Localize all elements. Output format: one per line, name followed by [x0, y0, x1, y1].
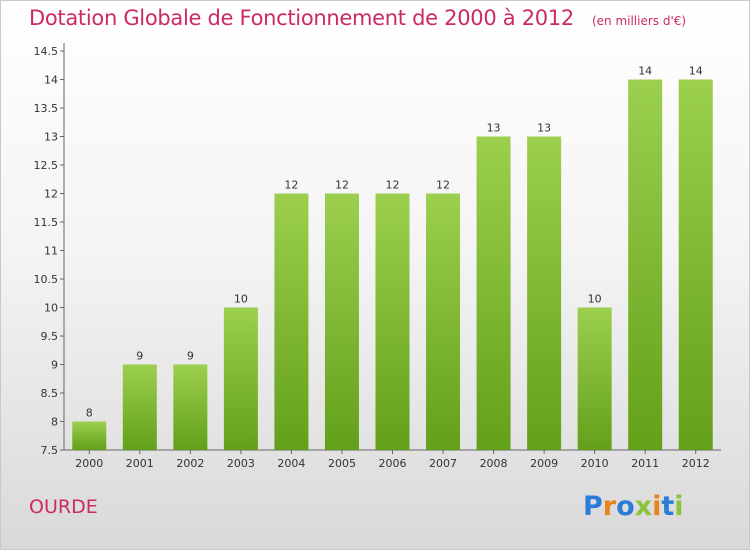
bar-value-label: 10 — [234, 293, 248, 306]
bar — [476, 136, 511, 450]
x-tick-label: 2008 — [480, 457, 508, 470]
bar — [628, 79, 663, 450]
chart-unit: (en milliers d'€) — [591, 14, 687, 28]
y-tick-label: 11.5 — [34, 216, 59, 229]
chart-title: Dotation Globale de Fonctionnement de 20… — [29, 6, 686, 30]
bar-value-label: 8 — [86, 407, 93, 420]
y-tick-label: 10.5 — [34, 273, 59, 286]
y-tick-label: 14.5 — [34, 45, 59, 58]
bar — [678, 79, 713, 450]
y-tick-label: 11 — [44, 245, 58, 258]
y-tick-label: 8 — [51, 416, 58, 429]
bar-value-label: 9 — [187, 350, 194, 363]
bar-value-label: 9 — [136, 350, 143, 363]
bar — [426, 193, 461, 450]
bar-value-label: 14 — [689, 65, 703, 78]
commune-name: OURDE — [29, 496, 98, 518]
x-tick-label: 2003 — [227, 457, 255, 470]
bar — [223, 307, 258, 450]
y-tick-label: 7.5 — [41, 444, 59, 457]
logo-letter: P — [583, 491, 603, 522]
bar-value-label: 12 — [386, 179, 400, 192]
proxiti-logo: Proxiti — [583, 491, 684, 522]
x-tick-label: 2006 — [379, 457, 407, 470]
logo-letter: t — [661, 491, 675, 522]
y-tick-label: 13 — [44, 131, 58, 144]
y-tick-label: 13.5 — [34, 102, 59, 115]
bar — [527, 136, 562, 450]
bar-value-label: 12 — [284, 179, 298, 192]
logo-letter: x — [634, 491, 653, 522]
bar-value-label: 10 — [588, 293, 602, 306]
x-tick-label: 2005 — [328, 457, 356, 470]
y-tick-label: 8.5 — [41, 387, 59, 400]
y-tick-label: 10 — [44, 302, 58, 315]
bar — [375, 193, 410, 450]
bar — [173, 364, 208, 450]
y-tick-label: 9.5 — [41, 330, 59, 343]
bar — [577, 307, 612, 450]
chart-title-text: Dotation Globale de Fonctionnement de 20… — [29, 6, 574, 30]
x-tick-label: 2002 — [176, 457, 204, 470]
x-tick-label: 2000 — [75, 457, 103, 470]
x-tick-label: 2009 — [530, 457, 558, 470]
x-tick-label: 2012 — [682, 457, 710, 470]
bar-value-label: 13 — [537, 122, 551, 135]
y-tick-label: 12 — [44, 188, 58, 201]
y-tick-label: 12.5 — [34, 159, 59, 172]
logo-letter: i — [674, 491, 684, 522]
bar-value-label: 12 — [335, 179, 349, 192]
bar — [274, 193, 309, 450]
y-tick-label: 9 — [51, 359, 58, 372]
bar-value-label: 12 — [436, 179, 450, 192]
logo-letter: r — [602, 491, 617, 522]
x-tick-label: 2001 — [126, 457, 154, 470]
bar — [72, 421, 107, 450]
bar — [324, 193, 359, 450]
bar — [122, 364, 157, 450]
bar-value-label: 13 — [487, 122, 501, 135]
x-tick-label: 2007 — [429, 457, 457, 470]
logo-letter: i — [652, 491, 662, 522]
x-tick-label: 2011 — [631, 457, 659, 470]
logo-letter: o — [616, 491, 635, 522]
x-tick-label: 2010 — [581, 457, 609, 470]
y-tick-label: 14 — [44, 74, 58, 87]
bar-value-label: 14 — [638, 65, 652, 78]
x-tick-label: 2004 — [277, 457, 305, 470]
